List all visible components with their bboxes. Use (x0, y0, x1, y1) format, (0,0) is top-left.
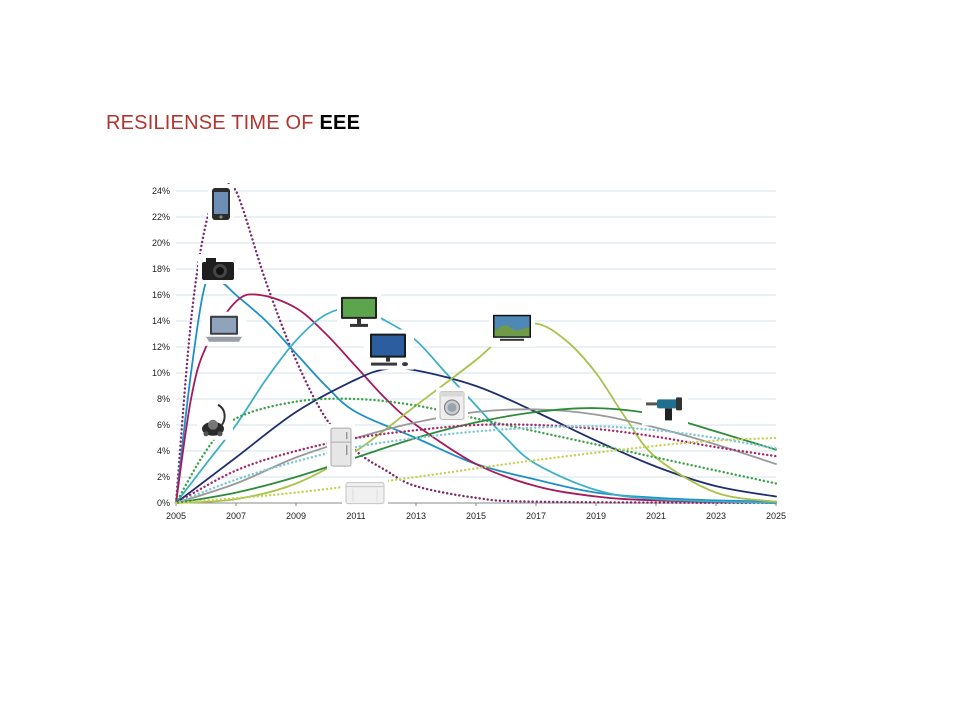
y-tick-label: 12% (152, 342, 170, 352)
x-tick-label: 2005 (166, 511, 186, 521)
y-tick-label: 22% (152, 212, 170, 222)
x-tick-label: 2009 (286, 511, 306, 521)
x-axis-tick-labels: 2005 2007 2009 2011 2013 2015 2017 2019 2021 2023… (166, 511, 786, 521)
y-tick-label: 0% (157, 498, 170, 508)
title-main: RESILIENSE TIME OF (106, 112, 320, 134)
x-tick-label: 2019 (586, 511, 606, 521)
y-tick-label: 18% (152, 264, 170, 274)
gridlines (175, 190, 777, 506)
x-tick-label: 2013 (406, 511, 426, 521)
y-tick-label: 20% (152, 238, 170, 248)
page-title: RESILIENSE TIME OF EEE (106, 112, 360, 135)
y-tick-label: 24% (152, 186, 170, 196)
washing-machine-icon (439, 390, 465, 421)
refrigerator-icon (330, 427, 352, 467)
series-line-smartphone-1 (174, 183, 778, 505)
smartphone-icon (212, 188, 230, 220)
x-tick-label: 2023 (706, 511, 726, 521)
series-line-refrigerator-11 (174, 425, 778, 505)
series-line-camera-2 (175, 273, 777, 504)
device-icons (197, 184, 688, 508)
x-tick-label: 2015 (466, 511, 486, 521)
y-tick-label: 6% (157, 420, 170, 430)
freezer-icon (345, 482, 385, 505)
series-line-freezer-12 (174, 436, 778, 505)
tv-icon (493, 314, 531, 341)
y-tick-label: 10% (152, 368, 170, 378)
x-tick-label: 2017 (526, 511, 546, 521)
x-tick-label: 2025 (766, 511, 786, 521)
series-line-desktop-pc-5 (175, 367, 777, 504)
y-tick-label: 8% (157, 394, 170, 404)
title-accent: EEE (319, 112, 361, 134)
plot-area: 0%2%4%6%8%10%12%14%16%18%20%22%24% 2005 2… (152, 183, 786, 521)
y-tick-label: 14% (152, 316, 170, 326)
series-line-refrigerator-10 (174, 423, 778, 505)
x-tick-label: 2007 (226, 511, 246, 521)
y-tick-label: 16% (152, 290, 170, 300)
x-tick-label: 2011 (346, 511, 365, 521)
laptop-icon (206, 315, 242, 342)
x-tick-label: 2021 (646, 511, 666, 521)
y-tick-label: 2% (157, 472, 170, 482)
y-axis-tick-labels: 0% 2% 4% 6% 8% 10% 12% 14% 16% 18% 20% 22% 24% (152, 186, 170, 508)
series-line-washing-machine-8 (175, 408, 777, 504)
y-tick-label: 4% (157, 446, 170, 456)
series-lines (174, 183, 778, 505)
